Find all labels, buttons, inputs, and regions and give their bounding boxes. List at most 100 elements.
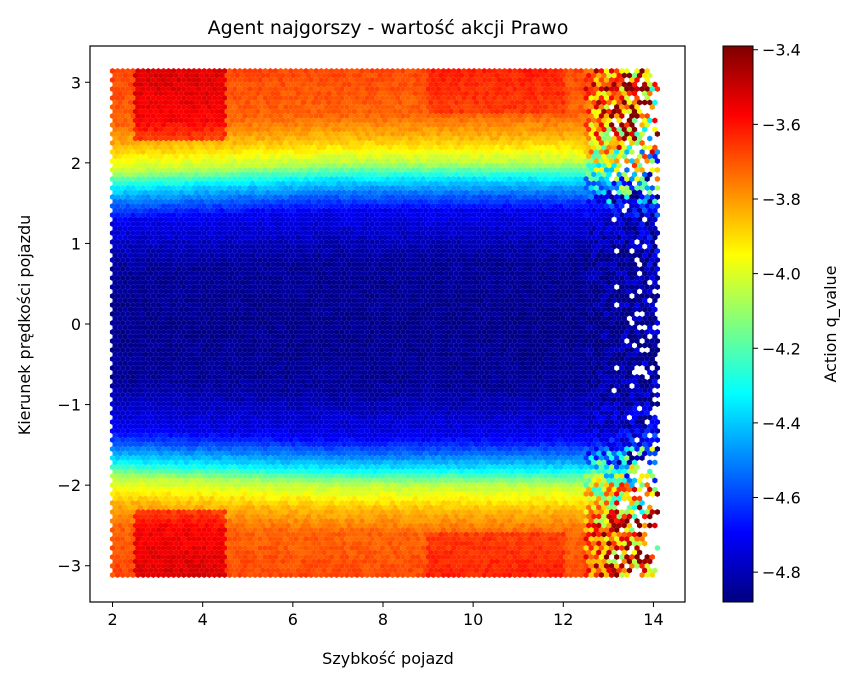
hexbin-cell <box>654 86 660 92</box>
hexbin-cell <box>199 108 205 115</box>
hexbin-cell <box>262 122 268 128</box>
hexbin-cell <box>512 113 518 119</box>
hexbin-cell <box>239 117 245 124</box>
hexbin-cell <box>581 72 587 79</box>
hexbin-cell <box>178 135 184 142</box>
hexbin-cell <box>122 117 128 124</box>
hexbin-cell <box>260 108 266 115</box>
hexbin-cell <box>117 126 123 133</box>
hexbin-cell <box>206 131 212 137</box>
hexbin-cell <box>339 86 345 92</box>
hexbin-cell <box>496 77 503 83</box>
hexbin-cell <box>278 104 284 110</box>
hexbin-cell <box>588 131 594 137</box>
hexbin-cell <box>252 68 258 74</box>
hexbin-cell <box>446 113 452 119</box>
hexbin-cell <box>351 135 357 142</box>
hexbin-cell <box>290 72 296 79</box>
hexbin-cell <box>219 117 225 124</box>
hexbin-cell <box>272 113 279 119</box>
hexbin-cell <box>127 81 133 88</box>
hexbin-cell <box>624 104 630 110</box>
hexbin-cell <box>356 99 363 106</box>
hexbin-cell <box>267 104 273 110</box>
hexbin-cell <box>293 77 299 83</box>
hexbin-cell <box>509 81 515 88</box>
hexbin-cell <box>362 108 368 115</box>
hexbin-cell <box>369 122 375 128</box>
hexbin-cell <box>196 86 202 92</box>
hexbin-cell <box>583 113 589 119</box>
hexbin-cell <box>211 68 217 74</box>
hexbin-cell <box>481 104 487 110</box>
hexbin-cell <box>525 117 531 124</box>
hexbin-cell <box>382 135 388 142</box>
hexbin-cell <box>237 122 243 128</box>
hexbin-cell <box>642 90 648 97</box>
hexbin-cell <box>306 72 312 79</box>
hexbin-cell <box>593 86 599 92</box>
hexbin-cell <box>362 135 368 142</box>
hexbin-cell <box>331 135 337 142</box>
hexbin-cell <box>178 81 184 88</box>
hexbin-cell <box>341 72 347 79</box>
hexbin-cell <box>122 81 128 88</box>
hexbin-cell <box>239 108 245 115</box>
hexbin-cell <box>308 113 314 119</box>
hexbin-cell <box>578 104 584 110</box>
hexbin-cell <box>573 122 579 128</box>
hexbin-cell <box>545 99 551 106</box>
hexbin-cell <box>137 108 144 115</box>
hexbin-cell <box>339 113 345 119</box>
hexbin-cell <box>542 104 548 110</box>
hexbin-cell <box>542 95 548 101</box>
hexbin-cell <box>153 126 159 133</box>
hexbin-cell <box>242 86 248 92</box>
hexbin-cell <box>227 131 233 137</box>
hexbin-cell <box>565 117 571 124</box>
hexbin-cell <box>153 99 159 106</box>
hexbin-cell <box>509 117 515 124</box>
hexbin-cell <box>204 81 210 88</box>
hexbin-cell <box>568 68 574 74</box>
hexbin-cell <box>321 108 327 115</box>
hexbin-cell <box>260 117 266 124</box>
hexbin-cell <box>494 117 500 124</box>
hexbin-cell <box>166 104 172 110</box>
hexbin-cell <box>140 68 146 74</box>
hexbin-cell <box>581 99 587 106</box>
hexbin-cell <box>316 135 322 142</box>
hexbin-cell <box>575 81 582 88</box>
hexbin-cell <box>143 81 149 88</box>
hexbin-cell <box>234 117 240 124</box>
hexbin-cell <box>519 126 526 133</box>
hexbin-cell <box>443 90 449 97</box>
hexbin-cell <box>644 95 650 101</box>
hexbin-cell <box>430 104 436 110</box>
hexbin-cell <box>214 72 220 79</box>
hexbin-cell <box>280 108 286 115</box>
hexbin-cell <box>555 81 561 88</box>
hexbin-cell <box>145 77 151 83</box>
hexbin-cell <box>570 81 576 88</box>
hexbin-cell <box>486 104 492 110</box>
hexbin-cell <box>132 81 139 88</box>
hexbin-cell <box>308 122 314 128</box>
hexbin-cell <box>410 140 416 146</box>
hexbin-cell <box>349 131 355 137</box>
hexbin-cell <box>171 113 177 119</box>
hexbin-cell <box>211 77 217 83</box>
hexbin-cell <box>484 90 490 97</box>
hexbin-cell <box>145 113 151 119</box>
hexbin-cell <box>140 122 146 128</box>
hexbin-cell <box>288 68 294 74</box>
hexbin-cell <box>593 95 599 101</box>
hexbin-cell <box>206 122 212 128</box>
hexbin-cell <box>359 131 365 137</box>
hexbin-cell <box>204 117 210 124</box>
hexbin-cell <box>244 108 251 115</box>
hexbin-cell <box>155 86 161 92</box>
hexbin-cell <box>555 117 561 124</box>
hexbin-cell <box>160 113 167 119</box>
hexbin-cell <box>313 86 319 92</box>
